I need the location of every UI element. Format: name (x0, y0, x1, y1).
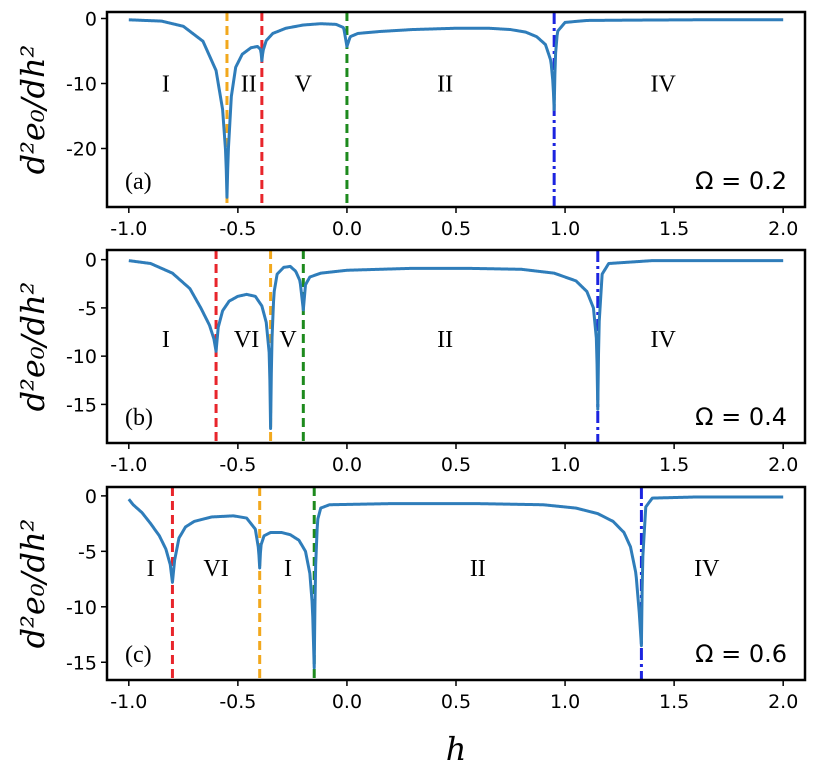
y-axis-label: d²e₀/dh² (14, 45, 52, 175)
x-tick-label: -0.5 (219, 691, 256, 713)
x-tick-label: 1.5 (659, 454, 689, 476)
y-tick-label: 0 (85, 250, 97, 272)
x-tick-label: 2.0 (768, 691, 798, 713)
x-tick-label: 0.0 (332, 691, 362, 713)
y-tick-label: -20 (66, 139, 97, 161)
y-tick-label: -15 (66, 652, 97, 674)
x-tick-label: 1.0 (550, 454, 580, 476)
y-axis-label: d²e₀/dh² (14, 519, 52, 649)
omega-annotation: Ω = 0.6 (695, 640, 787, 668)
x-tick-label: -1.0 (110, 218, 147, 240)
panel-label: (c) (125, 642, 152, 668)
y-axis-label: d²e₀/dh² (14, 282, 52, 412)
region-label: V (295, 72, 313, 98)
region-label: II (437, 327, 453, 353)
region-label: I (162, 327, 170, 353)
region-label: VI (203, 556, 228, 582)
panel-2: -1.0 -0.5 0.0 0.5 1.0 1.5 2.0 0 -5 -10 -15 d²e₀/dh²… (14, 248, 807, 476)
omega-annotation: Ω = 0.4 (695, 403, 787, 431)
y-tick-label: 0 (85, 486, 97, 508)
y-tick-label: 0 (85, 9, 97, 31)
x-tick-label: -1.0 (110, 691, 147, 713)
region-label: IV (651, 72, 677, 98)
series-line (128, 18, 784, 199)
x-tick-label: 0.5 (441, 454, 471, 476)
x-tick-label: 0.0 (332, 454, 362, 476)
y-tick-label: -5 (78, 298, 97, 320)
x-tick-label: 1.0 (550, 691, 580, 713)
x-tick-label: 2.0 (768, 218, 798, 240)
x-tick-label: 0.0 (332, 218, 362, 240)
series-line (127, 495, 784, 670)
region-label: V (279, 327, 297, 353)
x-tick-label: -1.0 (110, 454, 147, 476)
y-tick-label: -5 (78, 541, 97, 563)
region-label: II (470, 556, 486, 582)
panel-3: -1.0 -0.5 0.0 0.5 1.0 1.5 2.0 0 -5 -10 -15 d²e₀/dh²… (14, 485, 807, 768)
x-tick-label: -0.5 (219, 218, 256, 240)
y-tick-label: -10 (66, 74, 97, 96)
omega-annotation: Ω = 0.2 (695, 167, 787, 195)
region-label: II (241, 72, 257, 98)
region-label: IV (651, 327, 677, 353)
y-tick-label: -10 (66, 346, 97, 368)
series-line (128, 259, 784, 431)
x-axis-label: h (446, 730, 467, 768)
x-tick-label: 0.5 (441, 691, 471, 713)
region-label: VI (234, 327, 259, 353)
x-tick-label: 2.0 (768, 454, 798, 476)
y-tick-label: -10 (66, 597, 97, 619)
region-label: IV (694, 556, 720, 582)
region-label: I (162, 72, 170, 98)
x-tick-label: 1.5 (659, 218, 689, 240)
y-tick-label: -15 (66, 394, 97, 416)
x-tick-label: 0.5 (441, 218, 471, 240)
panel-label: (a) (125, 169, 152, 195)
x-tick-label: 1.5 (659, 691, 689, 713)
region-label: II (437, 72, 453, 98)
x-tick-label: -0.5 (219, 454, 256, 476)
region-label: I (147, 556, 155, 582)
panel-label: (b) (125, 405, 153, 431)
x-tick-label: 1.0 (550, 218, 580, 240)
region-label: I (284, 556, 292, 582)
